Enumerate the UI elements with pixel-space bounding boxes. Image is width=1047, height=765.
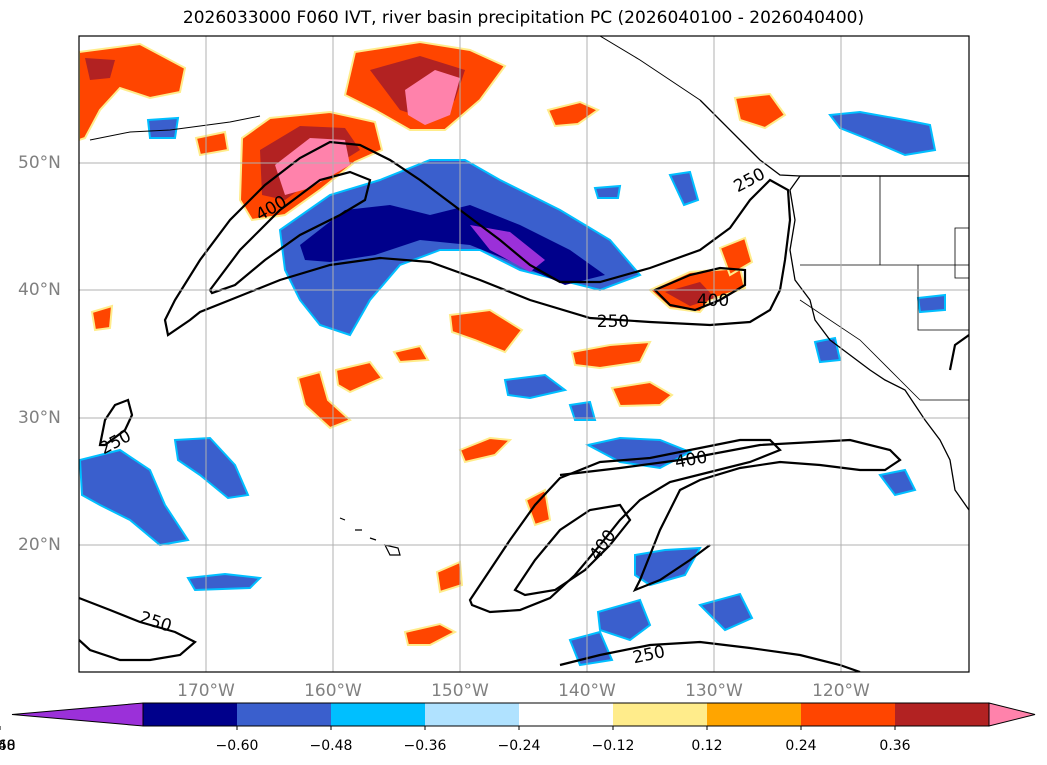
colorbar-extend-max xyxy=(988,702,1036,727)
colorbar-segment xyxy=(707,703,802,726)
map-title: 2026033000 F060 IVT, river basin precipi… xyxy=(182,8,865,28)
colorbar-tick-label: −0.24 xyxy=(497,738,541,754)
contour-label: 250 xyxy=(597,312,629,332)
colorbar-tick-label: −0.60 xyxy=(215,738,259,754)
colorbar-tick-label: −0.12 xyxy=(591,738,635,754)
colorbar-tick-label: 0.60 xyxy=(0,738,16,754)
lat-label: 20°N xyxy=(18,535,61,555)
lat-label: 50°N xyxy=(18,153,61,173)
lon-label: 150°W xyxy=(431,681,489,701)
colorbar-tick-label: −0.36 xyxy=(403,738,447,754)
colorbar-outline xyxy=(142,702,990,727)
contour-label: 400 xyxy=(697,291,729,311)
lon-label: 160°W xyxy=(304,681,362,701)
precip-fields xyxy=(79,36,969,672)
gridlines xyxy=(79,36,969,672)
colorbar-segment xyxy=(425,703,520,726)
lon-label: 130°W xyxy=(685,681,743,701)
colorbar-tick-label: 0.48 xyxy=(0,738,16,754)
colorbar-segment xyxy=(237,703,332,726)
colorbar-extend-min xyxy=(11,702,144,727)
lon-label: 140°W xyxy=(558,681,616,701)
colorbar-segment xyxy=(895,703,990,726)
lat-label: 40°N xyxy=(18,280,61,300)
colorbar-segment xyxy=(801,703,896,726)
colorbar-segment xyxy=(143,703,238,726)
lon-label: 120°W xyxy=(812,681,870,701)
lon-label: 170°W xyxy=(177,681,235,701)
lat-label: 30°N xyxy=(18,408,61,428)
map-frame xyxy=(78,35,970,673)
colorbar xyxy=(0,702,1036,730)
colorbar-tick-label: −0.48 xyxy=(309,738,353,754)
colorbar-tick-label: 0.12 xyxy=(691,738,723,754)
colorbar-segment xyxy=(519,703,614,726)
colorbar-tick-label: 0.24 xyxy=(785,738,817,754)
colorbar-segment xyxy=(331,703,426,726)
colorbar-segment xyxy=(613,703,708,726)
colorbar-tick-label: 0.36 xyxy=(879,738,911,754)
